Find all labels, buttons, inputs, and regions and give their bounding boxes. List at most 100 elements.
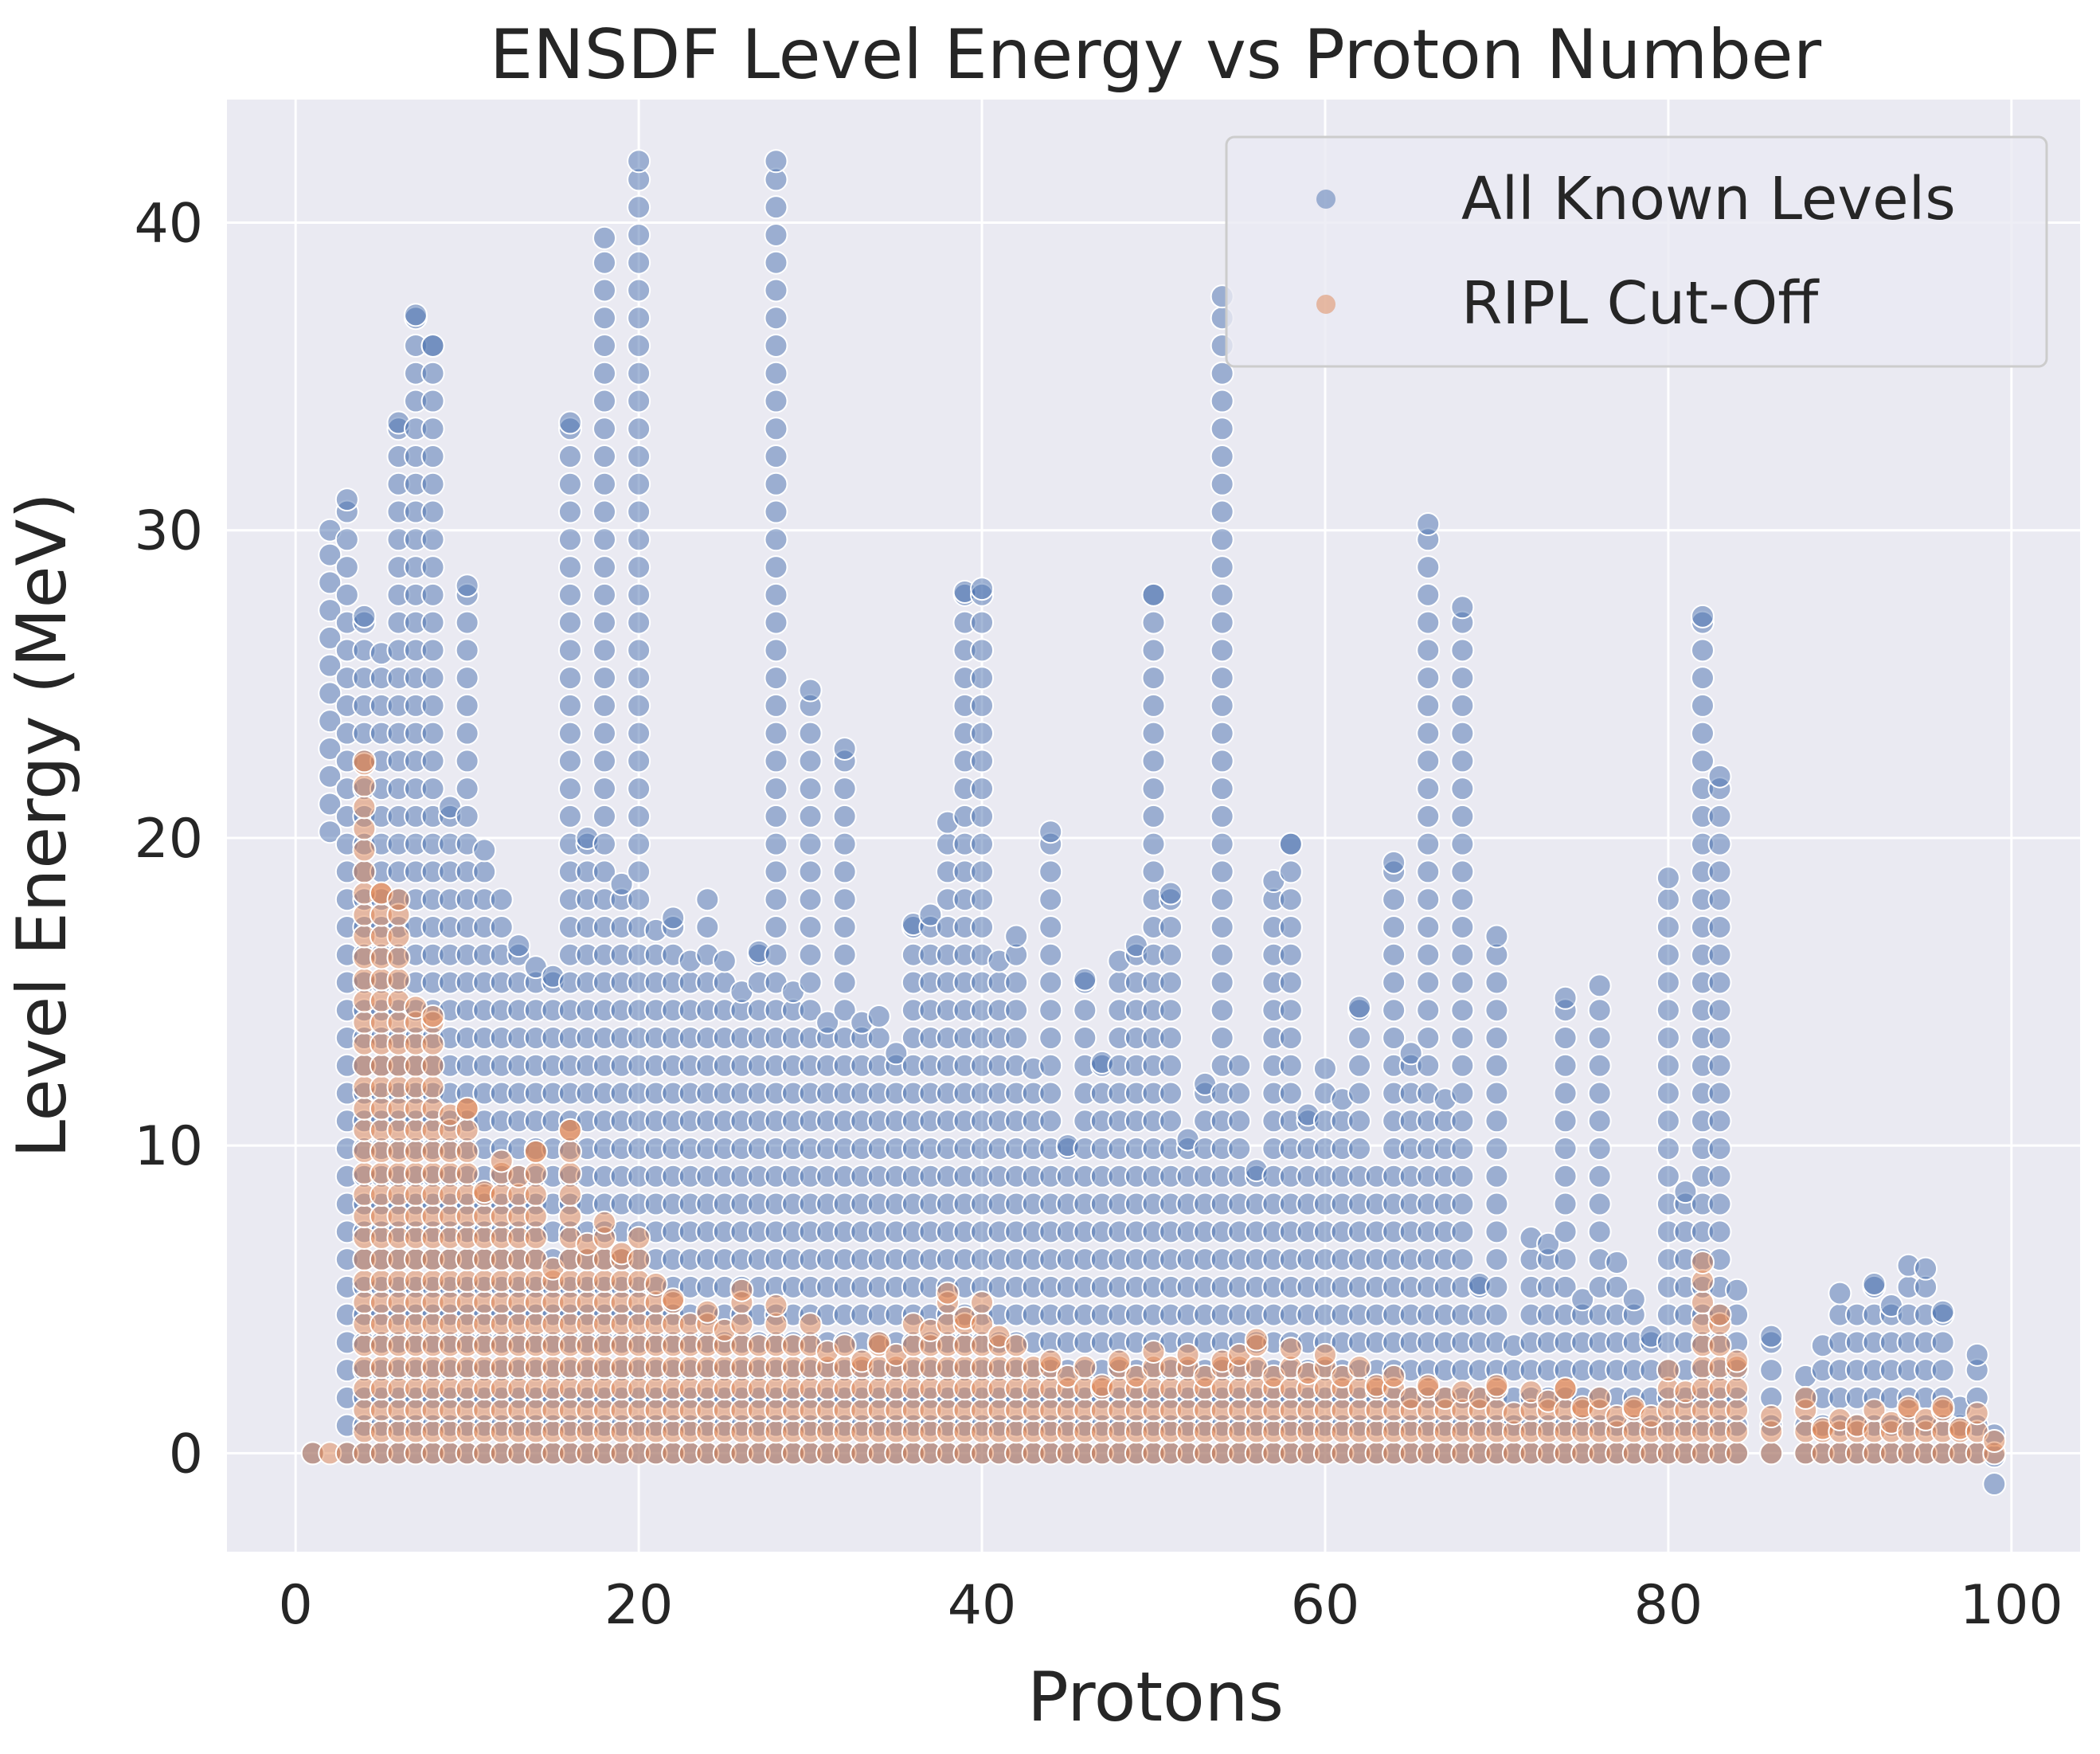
data-point [1587, 1109, 1612, 1133]
data-point [1553, 1137, 1578, 1161]
data-point [798, 859, 823, 884]
data-point [627, 472, 651, 496]
data-point [1707, 1081, 1732, 1106]
data-point [764, 749, 788, 773]
data-point [970, 777, 995, 801]
data-point [1159, 1081, 1183, 1106]
data-point [1587, 1164, 1612, 1188]
data-point [1227, 1109, 1252, 1133]
data-point [420, 444, 445, 469]
data-point [455, 1161, 479, 1185]
data-point [1725, 1278, 1750, 1302]
data-column-z-42 [1004, 1333, 1029, 1466]
data-point [1656, 998, 1680, 1023]
data-column-z-39 [952, 1306, 977, 1466]
data-point [1210, 499, 1234, 524]
data-point [1347, 1137, 1372, 1161]
data-point [866, 1025, 891, 1050]
data-column-z-95 [1914, 1407, 1938, 1466]
data-point [592, 749, 617, 773]
data-point [1930, 1330, 1955, 1355]
data-point [1210, 389, 1234, 413]
data-point [318, 736, 342, 761]
data-point [1450, 832, 1475, 856]
data-column-z-46 [1073, 1355, 1097, 1466]
data-point [1484, 1164, 1509, 1188]
data-point [1159, 1109, 1183, 1133]
data-point [764, 721, 788, 746]
data-point [1416, 693, 1441, 718]
data-point [627, 149, 651, 174]
data-point [1570, 1287, 1595, 1312]
data-column-z-66 [1416, 1373, 1441, 1466]
data-point [1159, 998, 1183, 1023]
data-point [1484, 1274, 1509, 1299]
data-column-z-98 [1965, 1401, 1989, 1466]
data-point [1656, 887, 1680, 912]
data-point [1382, 970, 1406, 995]
data-point [557, 1118, 582, 1142]
data-point [318, 570, 342, 595]
data-point [1210, 417, 1234, 441]
data-point [798, 970, 823, 995]
data-point [1210, 859, 1234, 884]
data-point [472, 838, 497, 863]
data-column-z-49 [1124, 1364, 1148, 1466]
data-point [1210, 444, 1234, 469]
data-point [1210, 721, 1234, 746]
data-point [1450, 914, 1475, 939]
data-point [1210, 610, 1234, 635]
data-point [970, 1290, 995, 1315]
data-point [1038, 1349, 1063, 1373]
data-column-z-50 [1141, 582, 1166, 1466]
data-point [764, 638, 788, 663]
data-point [455, 610, 479, 635]
data-point [1707, 1164, 1732, 1188]
data-point [1141, 638, 1166, 663]
data-point [1416, 638, 1441, 663]
data-point [420, 1032, 445, 1056]
data-point [1450, 804, 1475, 828]
data-point [420, 1075, 445, 1099]
data-column-z-53 [1193, 1364, 1218, 1466]
data-point [318, 625, 342, 650]
data-point [592, 859, 617, 884]
data-point [935, 1281, 960, 1306]
data-point [557, 721, 582, 746]
data-point [832, 777, 857, 801]
legend-marker-all-known [1316, 190, 1335, 209]
data-point [592, 832, 617, 856]
data-point [1141, 804, 1166, 828]
data-column-z-93 [1879, 1410, 1903, 1466]
data-point [557, 1139, 582, 1164]
data-point [866, 1330, 891, 1355]
data-column-z-14 [523, 1139, 548, 1466]
data-point [1210, 804, 1234, 828]
data-point [695, 887, 720, 912]
data-column-z-75 [1570, 1395, 1595, 1466]
data-point [1382, 942, 1406, 967]
data-point [1450, 1025, 1475, 1050]
data-point [764, 278, 788, 303]
data-point [1210, 472, 1234, 496]
data-point [1278, 1337, 1303, 1361]
data-point [627, 832, 651, 856]
data-point [1553, 1164, 1578, 1188]
data-point [1707, 1220, 1732, 1244]
data-column-z-43 [1021, 1355, 1046, 1466]
data-column-z-68 [1450, 1380, 1475, 1466]
data-column-z-5 [369, 881, 393, 1466]
data-column-z-47 [1089, 1373, 1114, 1466]
data-point [1210, 887, 1234, 912]
data-point [1278, 859, 1303, 884]
data-column-z-11 [472, 1180, 497, 1466]
data-point [627, 1226, 651, 1251]
data-point [1450, 1220, 1475, 1244]
data-point [557, 499, 582, 524]
data-point [1759, 1441, 1784, 1466]
data-column-z-72 [1519, 1380, 1543, 1466]
data-point [1587, 1137, 1612, 1161]
data-point [455, 804, 479, 828]
data-point [557, 610, 582, 635]
x-axis-label: Protons [1027, 1658, 1284, 1737]
